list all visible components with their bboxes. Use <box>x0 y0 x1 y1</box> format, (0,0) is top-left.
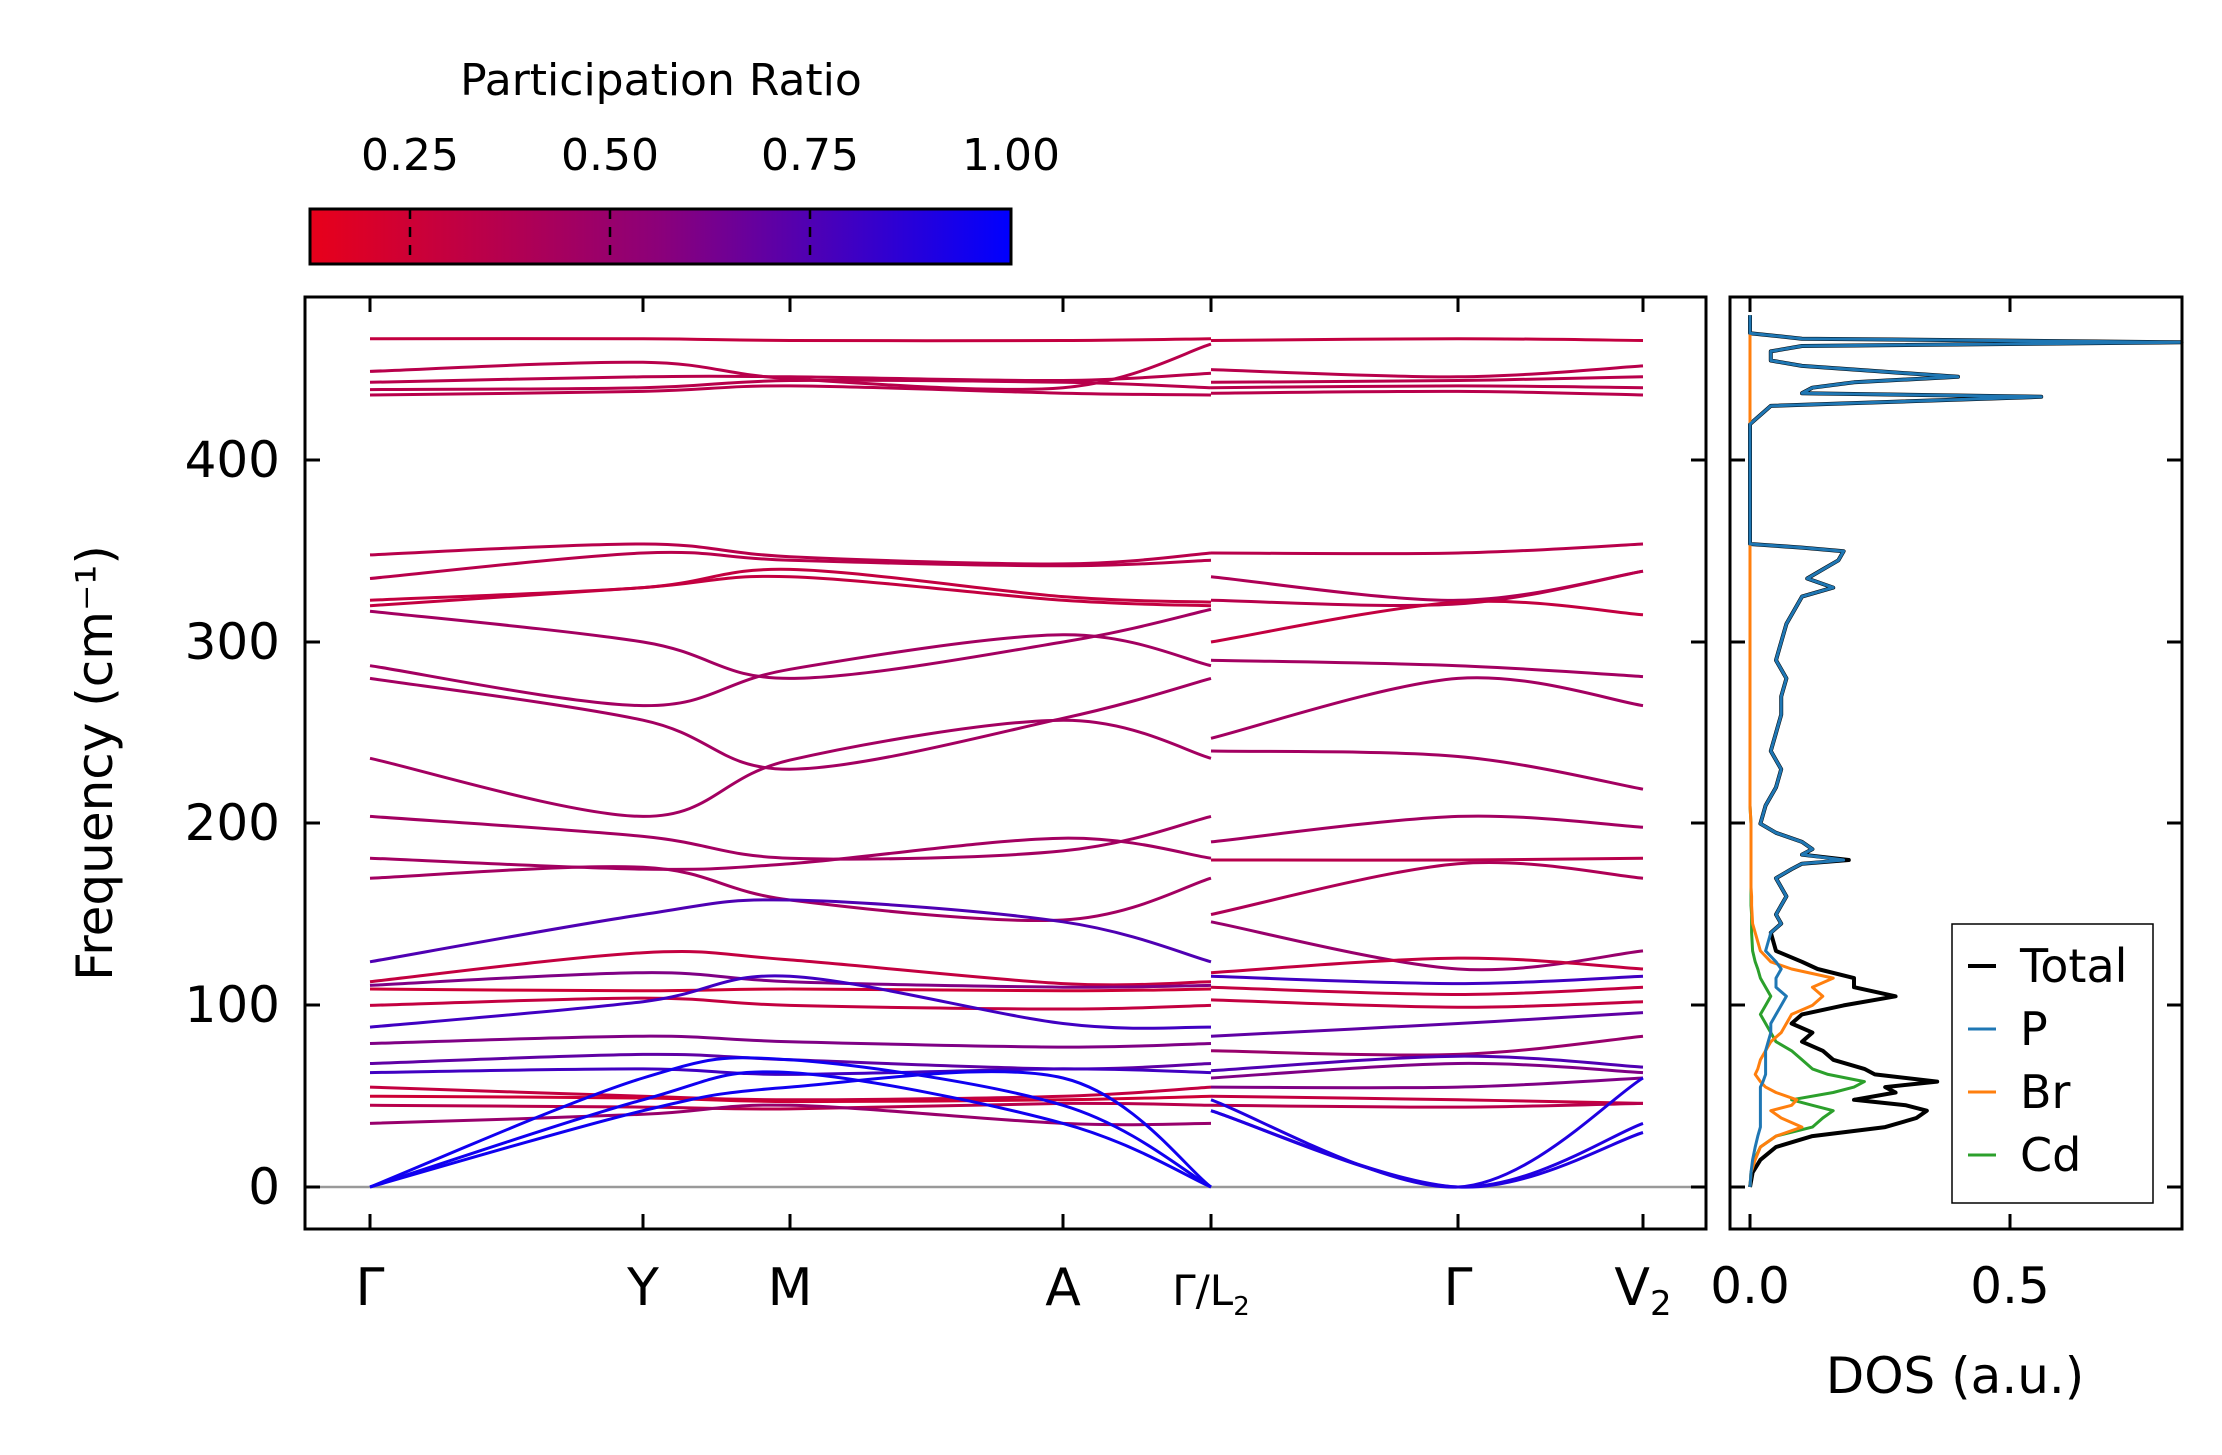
phonon-band-segment-1 <box>369 996 1212 1011</box>
phonon-band-segment-2 <box>1210 375 1644 384</box>
phonon-band-segment-2 <box>1210 599 1644 644</box>
phonon-band-segment-1 <box>369 1067 1212 1076</box>
phonon-band-segment-1 <box>369 378 1212 392</box>
y-tick-label: 400 <box>185 431 280 489</box>
phonon-band-segment-1 <box>369 342 1212 391</box>
phonon-band-segment-2 <box>1210 814 1644 844</box>
phonon-band-segment-2 <box>1210 337 1644 342</box>
dos-series-p <box>1748 315 2184 1188</box>
phonon-band-segment-1 <box>369 371 1212 384</box>
phonon-band-segment-2 <box>1210 1076 1644 1090</box>
phonon-band-segment-1 <box>369 337 1212 343</box>
colorbar-tick-label: 0.50 <box>561 130 659 181</box>
phonon-band-segment-2 <box>1210 1101 1644 1109</box>
phonon-band-segment-1 <box>369 865 1212 923</box>
phonon-band-segment-1 <box>369 1101 1212 1111</box>
phonon-band-segment-1 <box>369 550 1212 580</box>
phonon-band-segment-2 <box>1210 364 1644 379</box>
colorbar-tick-label: 0.25 <box>361 130 459 181</box>
legend-label-total: Total <box>2019 939 2127 993</box>
phonon-band-segment-1 <box>369 1070 1212 1189</box>
phonon-band-segment-2 <box>1210 860 1644 916</box>
band-structure-panel: 0 100 200 300 400 Frequency (cm⁻¹) Γ Y <box>66 295 1708 1324</box>
phonon-band-segment-1 <box>369 1056 1212 1189</box>
colorbar-gradient <box>308 207 1013 266</box>
phonon-band-segment-2 <box>1210 1034 1644 1057</box>
dos-lines <box>1748 315 2184 1188</box>
phonon-band-segment-2 <box>1210 956 1644 975</box>
phonon-band-segment-2 <box>1210 1094 1644 1105</box>
dos-series-br <box>1748 315 1835 1188</box>
phonon-band-segment-2 <box>1210 569 1644 607</box>
phonon-band-segment-2 <box>1210 1061 1644 1080</box>
dos-series-cd <box>1748 315 1866 1188</box>
phonon-band-segment-2 <box>1210 676 1644 740</box>
phonon-band-segment-2 <box>1210 1054 1644 1073</box>
legend-label-p: P <box>2020 1002 2048 1056</box>
k-point-label: A <box>1045 1258 1081 1318</box>
phonon-band-segment-1 <box>369 1052 1212 1071</box>
x-axis-label: DOS (a.u.) <box>1826 1347 2085 1405</box>
phonon-band-segment-2 <box>1210 998 1644 1009</box>
y-tick-label: 100 <box>185 976 280 1034</box>
band-lines <box>369 337 1644 1189</box>
y-axis-label: Frequency (cm⁻¹) <box>66 545 124 981</box>
phonon-band-segment-1 <box>369 542 1212 566</box>
y-tick-label: 300 <box>185 613 280 671</box>
colorbar-title: Participation Ratio <box>460 55 862 106</box>
phonon-band-segment-1 <box>369 898 1212 964</box>
x-tick-label: 0.0 <box>1710 1257 1790 1315</box>
k-point-label: Γ <box>356 1258 385 1318</box>
legend: Total P Br Cd <box>1951 923 2154 1204</box>
phonon-band-segment-1 <box>369 718 1212 818</box>
phonon-band-segment-1 <box>369 633 1212 708</box>
phonon-band-segment-1 <box>369 950 1212 987</box>
phonon-band-segment-1 <box>369 814 1212 861</box>
phonon-band-segment-1 <box>369 574 1212 608</box>
k-point-label: Y <box>626 1258 659 1318</box>
band-plot-frame <box>303 295 1708 1231</box>
phonon-band-segment-1 <box>369 971 1212 989</box>
k-point-label: Γ/L2 <box>1172 1266 1250 1322</box>
phonon-band-segment-2 <box>1210 985 1644 997</box>
phonon-band-segment-1 <box>369 1034 1212 1049</box>
y-tick-label: 200 <box>185 794 280 852</box>
colorbar-tick-label: 0.75 <box>761 130 859 181</box>
phonon-band-segment-2 <box>1210 1011 1644 1038</box>
k-path-axis: Γ Y M A Γ/L2 Γ V2 <box>356 297 1672 1324</box>
legend-label-br: Br <box>2020 1065 2071 1119</box>
legend-label-cd: Cd <box>2020 1128 2081 1182</box>
phonon-band-segment-2 <box>1210 658 1644 679</box>
phonon-band-segment-2 <box>1210 1109 1644 1189</box>
phonon-band-segment-1 <box>369 987 1212 993</box>
phonon-band-segment-2 <box>1210 542 1644 556</box>
phonon-band-segment-1 <box>369 974 1212 1030</box>
colorbar-tick-label: 1.00 <box>962 130 1060 181</box>
phonon-band-segment-1 <box>369 1094 1212 1104</box>
dos-panel: 0.0 0.5 DOS (a.u.) Total P Br Cd <box>1710 295 2184 1405</box>
phonon-band-segment-2 <box>1210 384 1644 390</box>
k-point-label: M <box>768 1258 813 1318</box>
phonon-band-segment-2 <box>1210 974 1644 986</box>
phonon-band-segment-1 <box>369 676 1212 771</box>
dos-plot-frame <box>1728 295 2184 1231</box>
phonon-band-segment-1 <box>369 836 1212 871</box>
phonon-band-segment-1 <box>369 607 1212 680</box>
k-point-label: V2 <box>1614 1258 1671 1324</box>
phonon-band-segment-2 <box>1210 856 1644 862</box>
phonon-band-segment-1 <box>369 384 1212 397</box>
phonon-band-segment-1 <box>369 1070 1212 1189</box>
y-tick-label: 0 <box>248 1158 280 1216</box>
y-axis: 0 100 200 300 400 Frequency (cm⁻¹) <box>66 431 1706 1216</box>
phonon-band-segment-2 <box>1210 920 1644 972</box>
colorbar: Participation Ratio 0.25 0.50 0.75 1.00 <box>308 55 1060 266</box>
phonon-band-segment-2 <box>1210 749 1644 791</box>
x-tick-label: 0.5 <box>1970 1257 2050 1315</box>
k-point-label: Γ <box>1444 1258 1473 1318</box>
phonon-band-segment-2 <box>1210 1109 1644 1189</box>
phonon-band-segment-2 <box>1210 1076 1644 1189</box>
phonon-band-segment-2 <box>1210 389 1644 397</box>
